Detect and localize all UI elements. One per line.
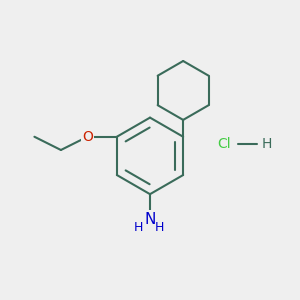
Text: O: O: [82, 130, 93, 144]
Text: N: N: [144, 212, 156, 227]
Text: Cl: Cl: [217, 137, 231, 151]
Text: H: H: [262, 137, 272, 151]
Text: H: H: [155, 221, 164, 234]
Text: H: H: [134, 221, 143, 234]
